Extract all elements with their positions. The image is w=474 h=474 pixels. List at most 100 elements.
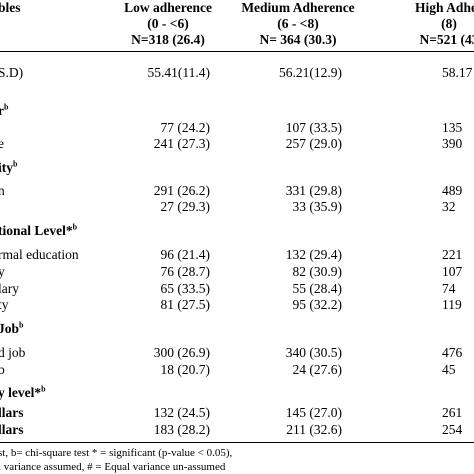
cell-high-adherence: 58.17 [442, 65, 473, 80]
cell-medium-adherence: 24 (27.6) [292, 362, 343, 377]
cell-high-adherence: 254 [442, 422, 463, 437]
row-label: d job [0, 344, 25, 362]
cell-medium-adherence: 257 (29.0) [285, 136, 342, 151]
table-row: rb [0, 102, 474, 120]
row-label-text: rmal education [0, 247, 79, 262]
header-medium-range: (6 - <8) [277, 16, 319, 31]
row-label-text: Job [0, 321, 20, 336]
cell-high-adherence: 221 [442, 247, 463, 262]
row-label-text: y [0, 264, 5, 279]
cell-high-adherence: 489 [442, 183, 463, 198]
cell-low-adherence: 18 (20.7) [160, 362, 211, 377]
row-label: e [0, 135, 4, 153]
cell-high-adherence: 107 [442, 264, 463, 279]
header-variables: bles [0, 0, 21, 16]
cell-medium-adherence: 331 (29.8) [285, 183, 342, 198]
row-label: lary [0, 280, 19, 298]
cell-low-adherence: 291 (26.2) [153, 183, 210, 198]
cell-high-adherence: 45 [442, 362, 456, 377]
cell-medium-adherence: 145 (27.0) [285, 405, 342, 420]
cell-medium-adherence: 107 (33.5) [285, 120, 342, 135]
row-label: b [0, 361, 5, 379]
cell-low-adherence: 77 (24.2) [160, 120, 211, 135]
row-label: n [0, 182, 5, 200]
row-label-superscript: b [19, 320, 24, 330]
table-row: y 76 (28.7) 82 (30.9) 107 [0, 263, 474, 281]
cell-low-adherence: 65 (33.5) [160, 281, 211, 296]
row-label-text: y level* [0, 385, 42, 400]
table-row: llars 183 (28.2) 211 (32.6) 254 [0, 421, 474, 439]
row-label-superscript: b [41, 384, 46, 394]
header-low-n: N=318 (26.4) [131, 32, 205, 47]
row-label-text: d job [0, 345, 26, 360]
header-low-range: (0 - <6) [147, 16, 189, 31]
table-row: rmal education 96 (21.4) 132 (29.4) 221 [0, 246, 474, 264]
header-high-range: (8) [441, 16, 457, 31]
row-label: Jobb [0, 320, 23, 338]
table-row: y level*b [0, 384, 474, 402]
table-row: 27 (29.3) 33 (35.9) 32 [0, 198, 474, 216]
row-label-superscript: b [13, 159, 18, 169]
header-medium-adherence: Medium Adherence (6 - <8) N= 364 (30.3) [228, 0, 368, 48]
cell-high-adherence: 135 [442, 120, 463, 135]
cell-high-adherence: 32 [442, 199, 456, 214]
row-label-text: lary [0, 281, 19, 296]
header-low-adherence: Low adherence (0 - <6) N=318 (26.4) [118, 0, 218, 48]
table-row: e 241 (27.3) 257 (29.0) 390 [0, 135, 474, 153]
row-label-text: r [0, 103, 4, 118]
row-label: llars [0, 404, 24, 422]
table-row: tional Level*b [0, 222, 474, 240]
table-row: n 291 (26.2) 331 (29.8) 489 [0, 182, 474, 200]
cell-medium-adherence: 55 (28.4) [292, 281, 343, 296]
table-row: ityb [0, 159, 474, 177]
header-medium-n: N= 364 (30.3) [259, 32, 337, 47]
row-label-text: llars [0, 422, 24, 437]
header-variables-label: bles [0, 0, 21, 15]
header-high-adherence: High Adher (8) N=521 (43 [384, 0, 474, 48]
row-label: S.D) [0, 64, 23, 82]
table-row: llars 132 (24.5) 145 (27.0) 261 [0, 404, 474, 422]
cell-high-adherence: 476 [442, 345, 463, 360]
table-row: Jobb [0, 320, 474, 338]
row-label: rmal education [0, 246, 79, 264]
table-row: lary 65 (33.5) 55 (28.4) 74 [0, 280, 474, 298]
cell-medium-adherence: 82 (30.9) [292, 264, 343, 279]
row-label-text: llars [0, 405, 24, 420]
cell-medium-adherence: 33 (35.9) [292, 199, 343, 214]
cell-medium-adherence: 340 (30.5) [285, 345, 342, 360]
cell-medium-adherence: 211 (32.6) [286, 422, 342, 437]
cell-low-adherence: 96 (21.4) [160, 247, 211, 262]
row-label-text: e [0, 136, 4, 151]
row-label-superscript: b [72, 222, 78, 232]
row-label: ty [0, 296, 9, 314]
cell-low-adherence: 132 (24.5) [153, 405, 210, 420]
row-label: ityb [0, 159, 17, 177]
cell-high-adherence: 119 [442, 297, 462, 312]
footnote-1: st, b= chi-square test * = significant (… [0, 447, 233, 459]
cell-high-adherence: 74 [442, 281, 456, 296]
row-label-text: n [0, 183, 5, 198]
row-label-superscript: b [4, 102, 9, 112]
row-label: tional Level*b [0, 222, 77, 240]
cell-medium-adherence: 56.21(12.9) [279, 65, 342, 80]
table-row: 77 (24.2) 107 (33.5) 135 [0, 119, 474, 137]
row-label-text: ity [0, 160, 13, 175]
row-label: y level*b [0, 384, 46, 402]
header-medium-title: Medium Adherence [241, 0, 355, 15]
cell-low-adherence: 55.41(11.4) [147, 65, 211, 80]
cell-low-adherence: 241 (27.3) [153, 136, 210, 151]
header-rule [0, 51, 474, 52]
cell-low-adherence: 183 (28.2) [153, 422, 210, 437]
header-high-title: High Adher [415, 0, 474, 15]
table-row: d job 300 (26.9) 340 (30.5) 476 [0, 344, 474, 362]
row-label-text: b [0, 362, 5, 377]
header-low-title: Low adherence [124, 0, 212, 15]
cell-low-adherence: 27 (29.3) [160, 199, 211, 214]
cell-medium-adherence: 95 (32.2) [292, 297, 343, 312]
table-row: S.D) 55.41(11.4) 56.21(12.9) 58.17 [0, 64, 474, 82]
cell-high-adherence: 261 [442, 405, 463, 420]
cell-high-adherence: 390 [442, 136, 463, 151]
footer-rule [0, 442, 474, 443]
row-label-text: tional Level* [0, 223, 73, 238]
row-label: llars [0, 421, 24, 439]
